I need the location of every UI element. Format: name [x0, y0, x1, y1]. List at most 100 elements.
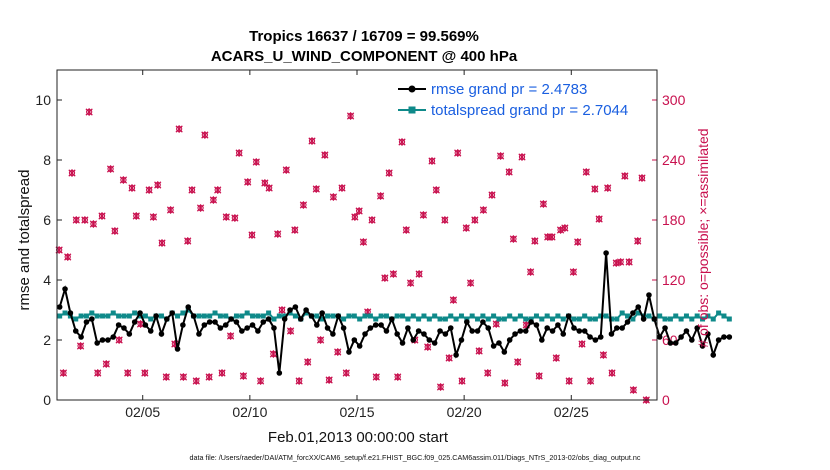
obs-assimilated-point — [81, 216, 89, 224]
rmse-point — [581, 328, 588, 334]
rmse-point — [121, 325, 127, 331]
totalspread-point — [282, 313, 288, 319]
legend-spread-label: totalspread grand pr = 2.7044 — [431, 102, 628, 119]
totalspread-point — [710, 316, 716, 322]
rmse-point — [431, 340, 438, 346]
obs-assimilated-point — [321, 151, 329, 159]
rmse-point — [555, 322, 561, 328]
totalspread-point — [416, 316, 422, 322]
totalspread-point — [341, 316, 347, 322]
totalspread-point — [555, 313, 561, 319]
obs-assimilated-point — [436, 383, 445, 391]
rmse-point — [474, 328, 481, 334]
obs-assimilated-point — [291, 226, 299, 234]
rmse-point — [721, 334, 727, 340]
rmse-point — [614, 325, 620, 331]
obs-assimilated-point — [355, 207, 363, 215]
rmse-point — [522, 328, 529, 334]
legend-rmse-marker — [408, 85, 416, 93]
rmse-point — [603, 250, 609, 256]
obs-assimilated-point — [569, 268, 578, 276]
rmse-point — [340, 325, 347, 331]
obs-assimilated-point — [505, 168, 513, 176]
rmse-point — [89, 316, 95, 322]
obs-assimilated-point — [154, 181, 162, 189]
totalspread-point — [614, 316, 620, 322]
totalspread-point — [635, 310, 641, 316]
rmse-point — [319, 310, 325, 316]
totalspread-point — [287, 310, 293, 316]
obs-assimilated-point — [625, 258, 633, 266]
obs-assimilated-point — [514, 358, 522, 366]
totalspread-point — [62, 310, 68, 316]
rmse-point — [265, 316, 272, 322]
rmse-point — [56, 304, 63, 310]
obs-assimilated-point — [209, 196, 218, 204]
rmse-series — [56, 250, 733, 376]
obs-assimilated-point — [94, 369, 102, 377]
obs-assimilated-point — [535, 372, 543, 380]
totalspread-point — [217, 313, 223, 319]
obs-assimilated-point — [346, 112, 355, 120]
rmse-point — [303, 307, 309, 313]
rmse-point — [694, 325, 700, 331]
obs-assimilated-point — [162, 373, 170, 381]
rmse-point — [517, 328, 524, 334]
obs-assimilated-point — [424, 343, 432, 351]
right-tick-label: 120 — [662, 272, 686, 288]
totalspread-point — [560, 316, 566, 322]
right-tick-label: 240 — [662, 152, 686, 168]
totalspread-point — [501, 316, 507, 322]
totalspread-point — [678, 316, 684, 322]
obs-assimilated-point — [402, 226, 410, 234]
rmse-point — [689, 337, 695, 343]
rmse-point — [153, 313, 159, 319]
rmse-point — [324, 325, 331, 331]
obs-assimilated-point — [518, 153, 526, 161]
obs-assimilated-point — [595, 215, 603, 223]
obs-assimilated-point — [239, 372, 248, 380]
obs-assimilated-point — [629, 386, 638, 394]
totalspread-point — [726, 316, 732, 322]
obs-assimilated-point — [256, 377, 265, 385]
rmse-point — [147, 328, 154, 334]
totalspread-point — [496, 316, 502, 322]
totalspread-point — [126, 313, 132, 319]
totalspread-point — [148, 316, 154, 322]
obs-assimilated-point — [415, 270, 423, 278]
rmse-point — [501, 349, 508, 355]
obs-assimilated-point — [179, 373, 188, 381]
totalspread-point — [432, 313, 438, 319]
obs-assimilated-point — [604, 184, 612, 192]
totalspread-point — [694, 313, 700, 319]
rmse-point — [244, 325, 250, 331]
rmse-point — [571, 325, 577, 331]
rmse-line — [58, 252, 730, 374]
rmse-point — [67, 310, 74, 316]
rmse-point — [683, 328, 690, 334]
rmse-point — [485, 325, 492, 331]
totalspread-point — [233, 313, 239, 319]
obs-assimilated-point — [295, 377, 303, 385]
obs-assimilated-point — [526, 268, 535, 276]
totalspread-point — [700, 316, 706, 322]
obs-assimilated-point — [376, 192, 385, 200]
totalspread-point — [464, 316, 470, 322]
rmse-point — [351, 337, 358, 343]
obs-assimilated-point — [282, 166, 290, 174]
obs-assimilated-point — [471, 216, 479, 224]
obs-assimilated-point — [205, 373, 213, 381]
obs-assimilated-point — [175, 125, 183, 133]
rmse-point — [346, 349, 352, 355]
x-axis-ticks: 02/05 02/10 02/15 02/20 02/25 — [125, 70, 589, 420]
obs-assimilated-point — [329, 193, 338, 201]
rmse-point — [185, 304, 192, 310]
totalspread-point — [266, 310, 272, 316]
legend-rmse-label: rmse grand pr = 2.4783 — [431, 81, 587, 98]
rmse-point — [630, 310, 636, 316]
totalspread-point — [625, 313, 631, 319]
obs-assimilated-point — [316, 336, 325, 344]
rmse-point — [528, 319, 534, 325]
totalspread-point — [260, 313, 266, 319]
totalspread-point — [582, 313, 588, 319]
